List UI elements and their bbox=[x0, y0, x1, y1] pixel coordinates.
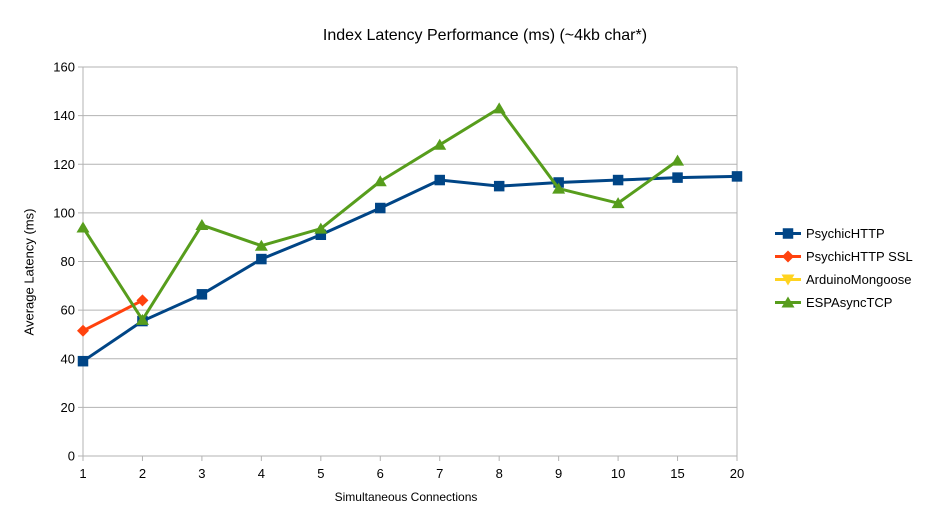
marker-psychichttp-ssl bbox=[136, 294, 149, 307]
marker-psychichttp bbox=[434, 174, 445, 186]
y-tick-label: 80 bbox=[61, 254, 75, 269]
marker-psychichttp bbox=[731, 171, 743, 182]
marker-psychichttp bbox=[196, 289, 208, 300]
legend-label: ESPAsyncTCP bbox=[806, 295, 893, 310]
legend-triangle-up-icon bbox=[775, 296, 801, 308]
chart-title: Index Latency Performance (ms) (~4kb cha… bbox=[322, 27, 648, 44]
legend-marker-psychichttp-ssl bbox=[782, 250, 794, 263]
x-tick-label: 10 bbox=[611, 466, 625, 481]
y-tick-label: 0 bbox=[68, 449, 75, 464]
x-tick-label: 6 bbox=[377, 466, 384, 481]
legend-item-psychichttp: PsychicHTTP bbox=[775, 222, 913, 245]
x-axis-title: Simultaneous Connections bbox=[334, 490, 478, 504]
x-tick-label: 15 bbox=[670, 466, 684, 481]
marker-espasynctcp bbox=[76, 221, 90, 233]
y-tick-label: 60 bbox=[61, 303, 75, 318]
legend-item-psychichttp-ssl: PsychicHTTP SSL bbox=[775, 245, 913, 268]
x-tick-label: 1 bbox=[79, 466, 86, 481]
x-tick-label: 20 bbox=[730, 466, 744, 481]
legend-marker-psychichttp bbox=[782, 228, 794, 239]
marker-espasynctcp bbox=[254, 239, 268, 251]
marker-espasynctcp bbox=[671, 154, 685, 166]
legend-item-espasynctcp: ESPAsyncTCP bbox=[775, 291, 913, 314]
legend-label: PsychicHTTP bbox=[806, 226, 885, 241]
marker-psychichttp bbox=[77, 355, 89, 367]
marker-espasynctcp bbox=[314, 222, 328, 234]
y-tick-label: 140 bbox=[53, 108, 75, 123]
marker-psychichttp bbox=[256, 253, 267, 265]
x-tick-label: 2 bbox=[139, 466, 146, 481]
legend-triangle-down-icon bbox=[775, 274, 801, 286]
marker-espasynctcp bbox=[433, 138, 447, 150]
x-tick-label: 7 bbox=[436, 466, 443, 481]
x-tick-label: 3 bbox=[198, 466, 205, 481]
y-tick-label: 120 bbox=[53, 157, 75, 172]
legend-square-icon bbox=[775, 228, 801, 239]
x-tick-label: 4 bbox=[258, 466, 265, 481]
marker-psychichttp-ssl bbox=[77, 324, 89, 337]
marker-psychichttp bbox=[612, 174, 624, 186]
x-tick-label: 8 bbox=[496, 466, 503, 481]
marker-espasynctcp bbox=[373, 175, 387, 187]
y-tick-label: 160 bbox=[53, 60, 75, 75]
marker-espasynctcp bbox=[195, 219, 209, 231]
legend-diamond-icon bbox=[775, 250, 801, 263]
series-line-psychichttp bbox=[82, 174, 738, 363]
legend-marker-espasynctcp bbox=[781, 296, 795, 308]
y-tick-label: 100 bbox=[53, 205, 75, 220]
marker-espasynctcp bbox=[135, 313, 149, 325]
marker-espasynctcp bbox=[611, 197, 625, 209]
marker-psychichttp bbox=[553, 177, 564, 188]
marker-psychichttp bbox=[315, 229, 327, 241]
series-line-espasynctcp bbox=[81, 106, 679, 323]
legend-label: ArduinoMongoose bbox=[806, 272, 912, 287]
marker-psychichttp bbox=[672, 172, 683, 183]
legend: PsychicHTTP PsychicHTTP SSL ArduinoMongoos… bbox=[775, 222, 913, 314]
legend-marker-arduinomongoose bbox=[781, 274, 795, 286]
marker-psychichttp bbox=[375, 202, 386, 214]
x-tick-label: 9 bbox=[555, 466, 562, 481]
legend-item-arduinomongoose: ArduinoMongoose bbox=[775, 268, 913, 291]
x-tick-label: 5 bbox=[317, 466, 324, 481]
y-tick-label: 40 bbox=[61, 351, 75, 366]
marker-espasynctcp bbox=[492, 102, 506, 114]
y-tick-label: 20 bbox=[61, 400, 75, 415]
marker-espasynctcp bbox=[552, 182, 566, 194]
marker-psychichttp bbox=[493, 180, 505, 192]
legend-label: PsychicHTTP SSL bbox=[806, 249, 913, 264]
